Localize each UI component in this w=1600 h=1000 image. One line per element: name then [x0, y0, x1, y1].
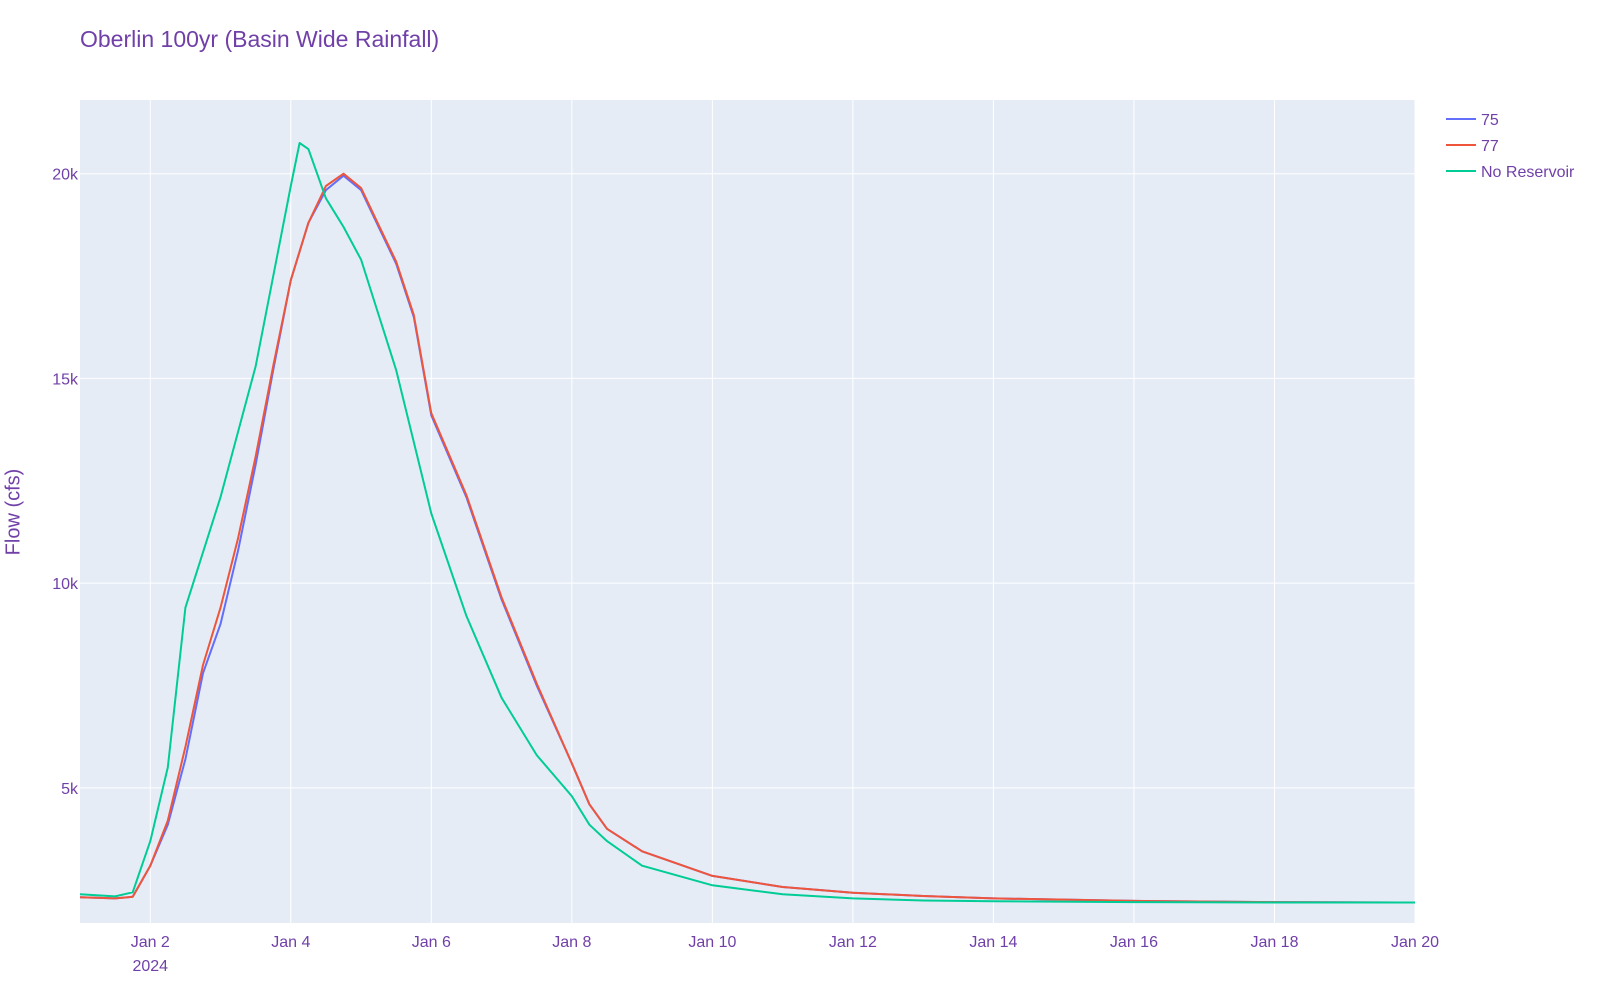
x-tick-label: Jan 18 [1250, 934, 1298, 951]
legend-item[interactable]: 77 [1446, 138, 1499, 155]
y-tick-labels: 5k 10k 15k 20k [52, 167, 79, 798]
y-tick-label: 5k [61, 781, 79, 798]
x-tick-labels: Jan 2 2024 Jan 4 Jan 6 Jan 8 Jan 10 Jan 12 Jan … [131, 934, 1439, 975]
legend-label: 77 [1481, 138, 1499, 155]
x-tick-label: Jan 16 [1110, 934, 1158, 951]
plot-area[interactable] [80, 100, 1415, 923]
x-tick-label: Jan 2 [131, 934, 170, 951]
chart-title: Oberlin 100yr (Basin Wide Rainfall) [80, 26, 440, 52]
y-gridlines [80, 173, 1415, 789]
x-tick-label: Jan 4 [271, 934, 310, 951]
y-tick-label: 15k [52, 371, 79, 388]
x-tick-label: Jan 6 [412, 934, 451, 951]
series-lines [79, 142, 1416, 904]
x-tick-label: Jan 14 [969, 934, 1017, 951]
legend-item[interactable]: 75 [1446, 112, 1499, 129]
legend-label: 75 [1481, 112, 1499, 129]
series-line [79, 142, 1415, 904]
legend-item[interactable]: No Reservoir [1446, 164, 1575, 181]
legend[interactable]: 75 77 No Reservoir [1446, 112, 1575, 181]
x-tick-label: Jan 20 [1391, 934, 1439, 951]
y-tick-label: 10k [52, 576, 79, 593]
x-tick-label: Jan 10 [688, 934, 736, 951]
x-tick-label: Jan 12 [829, 934, 877, 951]
legend-label: No Reservoir [1481, 164, 1575, 181]
y-tick-label: 20k [52, 167, 79, 184]
series-line [79, 172, 1416, 904]
x-tick-label: Jan 8 [552, 934, 591, 951]
x-tick-sublabel: 2024 [132, 958, 168, 975]
